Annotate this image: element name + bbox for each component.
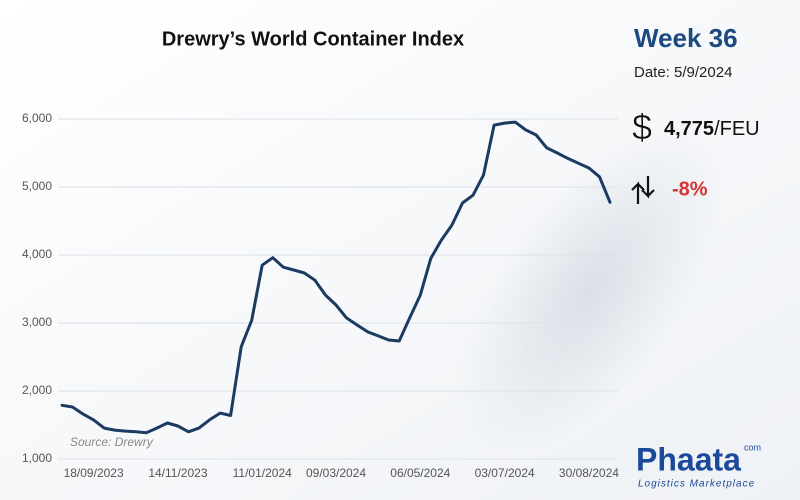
- x-tick-label: 06/05/2024: [390, 466, 450, 480]
- logo-tagline: Logistics Marketplace: [638, 479, 755, 490]
- date-label: Date: 5/9/2024: [634, 64, 732, 81]
- ship-watermark: [458, 126, 722, 454]
- x-tick-label: 18/09/2023: [64, 466, 124, 480]
- x-tick-label: 03/07/2024: [475, 466, 535, 480]
- x-tick-label: 30/08/2024: [559, 466, 619, 480]
- x-tick-label: 11/01/2024: [233, 466, 292, 480]
- change-value: -8%: [672, 178, 708, 200]
- y-tick-label: 2,000: [22, 383, 52, 397]
- dollar-icon: $: [632, 107, 652, 148]
- logo-domain: com: [744, 442, 761, 452]
- x-tick-label: 14/11/2023: [148, 466, 207, 480]
- y-tick-label: 4,000: [22, 247, 52, 261]
- change-icon: [631, 176, 655, 204]
- source-note: Source: Drewry: [70, 435, 154, 449]
- price-unit: /FEU: [714, 118, 760, 140]
- chart-title: Drewry’s World Container Index: [162, 28, 464, 50]
- plot-area: 1,000 2,000 3,000 4,000 5,000 6,000 18/09/2023…: [22, 111, 619, 480]
- y-tick-label: 6,000: [22, 111, 52, 125]
- logo-name: Phaata: [636, 441, 741, 477]
- y-tick-label: 1,000: [22, 451, 52, 465]
- price: 4,775/FEU: [664, 118, 760, 140]
- x-tick-label: 09/03/2024: [306, 466, 366, 480]
- week-label: Week 36: [634, 23, 738, 53]
- y-tick-label: 3,000: [22, 315, 52, 329]
- price-value: 4,775: [664, 118, 714, 140]
- data-line: [60, 120, 612, 435]
- y-tick-label: 5,000: [22, 179, 52, 193]
